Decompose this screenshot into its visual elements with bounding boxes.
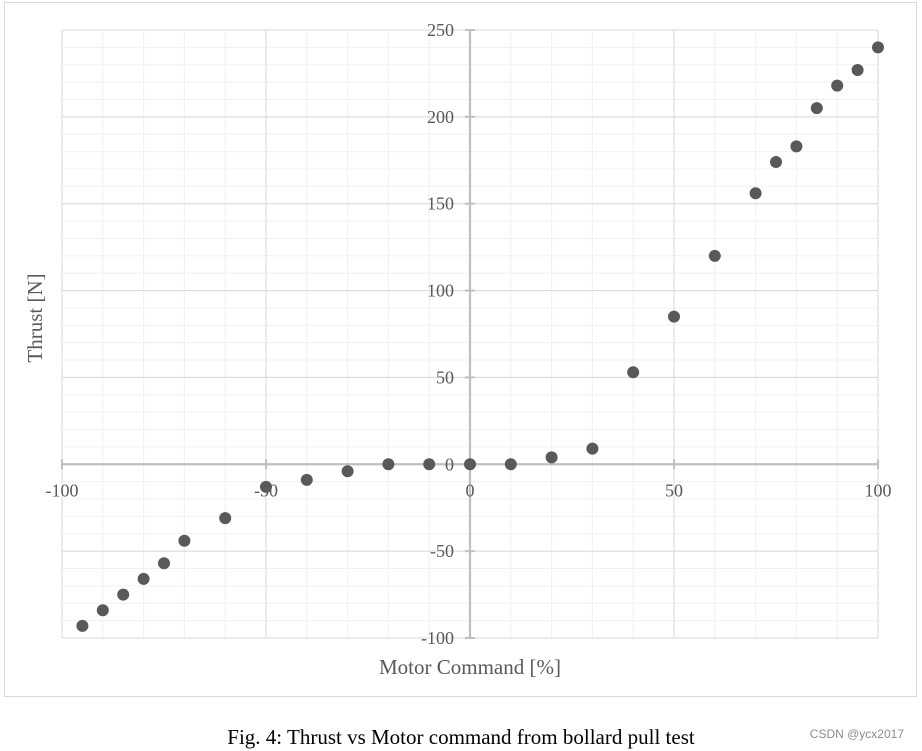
data-point — [178, 534, 191, 547]
data-point — [545, 451, 558, 464]
data-point — [96, 604, 109, 617]
y-tick-label: 150 — [427, 194, 454, 214]
data-point — [872, 41, 884, 54]
data-point — [341, 465, 354, 478]
x-axis-label: Motor Command [%] — [379, 655, 561, 679]
watermark: CSDN @ycx2017 — [809, 727, 904, 741]
figure-caption: Fig. 4: Thrust vs Motor command from bol… — [227, 725, 695, 749]
data-point — [137, 572, 150, 585]
data-point — [117, 588, 130, 601]
y-tick-labels: -100 -50 0 50 100 150 200 250 — [421, 20, 454, 648]
data-point — [464, 458, 476, 471]
scatter-chart: -100 -50 0 50 100 -100 -50 0 50 100 150 200 250 Mot… — [4, 2, 917, 697]
y-tick-label: 50 — [436, 367, 454, 387]
x-tick-label: 50 — [665, 480, 683, 500]
data-point — [260, 480, 272, 493]
y-tick-label: -100 — [421, 628, 454, 648]
y-tick-label: -50 — [430, 541, 454, 561]
chart-border — [4, 2, 917, 697]
data-point — [586, 442, 599, 455]
data-point — [76, 619, 89, 632]
data-point — [627, 366, 640, 379]
y-tick-label: 250 — [427, 20, 454, 40]
data-points — [76, 41, 884, 632]
data-point — [158, 557, 170, 570]
chart-container: -100 -50 0 50 100 -100 -50 0 50 100 150 200 250 Mot… — [4, 2, 917, 697]
data-point — [300, 473, 313, 486]
x-tick-label: 0 — [466, 480, 475, 500]
data-point — [708, 249, 721, 262]
data-point — [219, 512, 232, 525]
x-tick-label: 100 — [865, 480, 892, 500]
y-tick-label: 0 — [445, 454, 454, 474]
y-tick-label: 200 — [427, 107, 454, 127]
data-point — [770, 156, 782, 169]
data-point — [382, 458, 395, 471]
data-point — [423, 458, 436, 471]
data-point — [790, 140, 803, 153]
data-point — [504, 458, 517, 471]
data-point — [810, 102, 823, 115]
data-point — [668, 310, 680, 323]
y-tick-label: 100 — [427, 281, 454, 301]
data-point — [831, 79, 844, 92]
data-point — [851, 63, 864, 76]
data-point — [749, 187, 762, 200]
y-axis-label: Thrust [N] — [23, 273, 47, 362]
x-tick-label: -100 — [46, 480, 79, 500]
